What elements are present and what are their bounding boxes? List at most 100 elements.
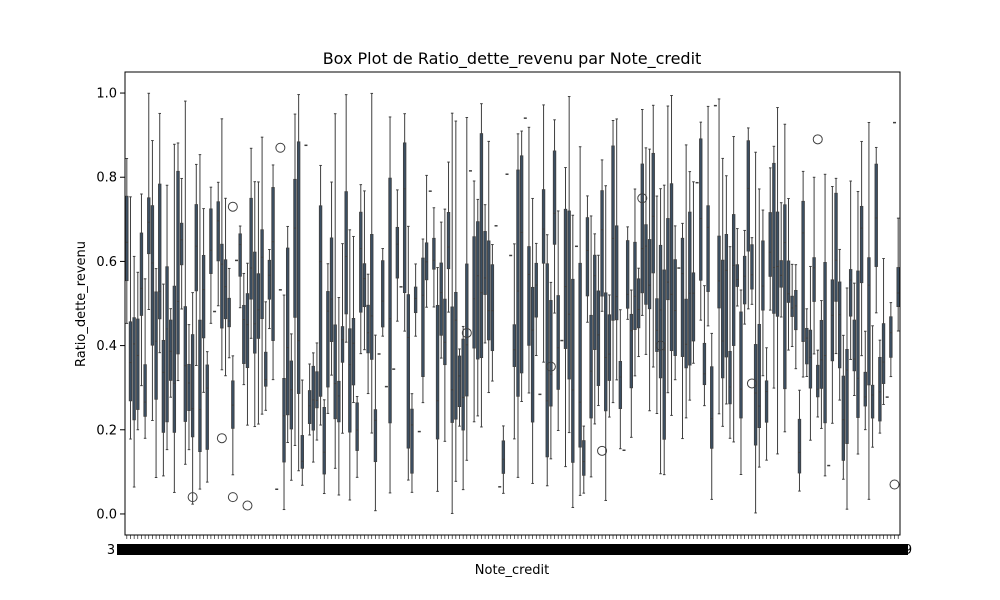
box-group	[370, 92, 374, 434]
box-group	[424, 174, 429, 308]
box	[593, 254, 597, 350]
box	[750, 244, 754, 290]
box-group	[764, 347, 769, 461]
box-group	[454, 120, 458, 482]
box	[852, 319, 856, 372]
box-group	[381, 248, 385, 337]
box	[421, 257, 425, 377]
box-group	[834, 177, 838, 355]
box-group	[516, 133, 520, 478]
box	[607, 314, 612, 381]
box-group	[655, 195, 659, 415]
box-group	[801, 170, 805, 378]
box-group	[757, 188, 761, 468]
outlier-point	[216, 433, 227, 444]
box	[783, 204, 787, 390]
box	[479, 133, 484, 359]
box-group	[340, 243, 345, 434]
x-axis-label: Note_credit	[475, 563, 549, 578]
box	[816, 364, 820, 398]
box	[125, 195, 129, 282]
box-group	[139, 193, 144, 387]
box-group	[395, 189, 400, 322]
box	[264, 351, 268, 387]
box	[300, 435, 304, 469]
box	[293, 178, 297, 318]
box	[406, 294, 410, 449]
box-group	[684, 144, 688, 419]
box	[805, 327, 809, 365]
box-group	[618, 309, 623, 450]
box-group	[783, 123, 787, 433]
box	[132, 317, 136, 421]
box	[143, 364, 147, 417]
box-group	[666, 105, 670, 394]
box	[329, 237, 334, 342]
box-group	[739, 289, 743, 476]
box-group	[662, 184, 666, 476]
box-group	[388, 116, 392, 494]
box-group	[753, 151, 758, 514]
box-group	[710, 332, 714, 500]
box-group	[772, 145, 776, 389]
outlier-point	[889, 479, 900, 490]
box	[326, 291, 330, 388]
box	[582, 440, 586, 476]
box-group	[465, 116, 469, 461]
box	[706, 205, 710, 292]
box	[651, 152, 655, 274]
box-group	[267, 248, 272, 330]
box-group	[165, 184, 169, 451]
box	[139, 232, 144, 316]
box-group	[552, 119, 557, 314]
box	[454, 291, 458, 420]
box-group	[413, 263, 418, 337]
box-group	[322, 399, 326, 495]
box-group	[300, 379, 304, 486]
box	[424, 242, 429, 281]
box-group	[640, 108, 644, 316]
box	[461, 338, 465, 431]
box-group	[761, 209, 765, 377]
box	[158, 183, 162, 320]
box-group	[534, 242, 538, 357]
box	[859, 205, 864, 284]
box-group	[205, 351, 209, 483]
box-group	[348, 229, 352, 501]
box-group	[805, 308, 809, 377]
box-group	[680, 222, 685, 440]
box-group	[307, 363, 312, 436]
box-group	[410, 393, 414, 493]
box	[512, 324, 517, 367]
outlier-point	[812, 134, 823, 145]
box-group	[315, 342, 319, 441]
y-tick-label: 1.0	[96, 87, 117, 102]
box-group	[699, 121, 703, 321]
box-group	[629, 289, 633, 438]
box	[465, 263, 469, 397]
box	[165, 266, 169, 423]
box-group	[567, 96, 571, 434]
box	[432, 237, 436, 270]
box-group	[673, 225, 677, 381]
box-group	[355, 396, 359, 478]
box-group	[446, 161, 451, 313]
box-group	[344, 94, 348, 343]
box-group	[501, 425, 506, 494]
box	[567, 210, 571, 380]
box	[337, 380, 341, 423]
box	[311, 365, 315, 431]
box	[370, 234, 374, 360]
box-group	[775, 107, 780, 455]
box	[753, 344, 758, 446]
box	[220, 243, 224, 329]
box	[801, 200, 805, 342]
outlier-point	[545, 361, 556, 372]
box	[779, 260, 783, 288]
box	[450, 306, 454, 423]
box-group	[615, 118, 619, 381]
box	[351, 318, 356, 386]
box	[699, 138, 703, 281]
box	[194, 204, 198, 292]
box-group	[691, 181, 696, 364]
